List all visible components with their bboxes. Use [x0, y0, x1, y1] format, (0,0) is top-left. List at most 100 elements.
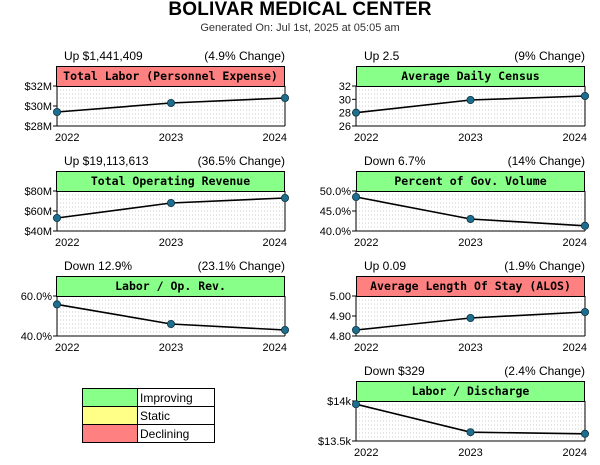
x-tick-label: 2022: [354, 342, 378, 354]
x-tick-label: 2024: [263, 342, 287, 354]
x-tick-label: 2022: [354, 132, 378, 144]
data-point: [166, 99, 175, 108]
chart-panel: Down 12.9% (23.1% Change) Labor / Op. Rev.…: [21, 259, 289, 354]
data-point: [466, 428, 475, 437]
change-text: Down $329: [364, 364, 425, 378]
percent-change-text: (9% Change): [514, 49, 585, 63]
chart-panel: Up 0.09 (1.9% Change) Average Length Of St…: [330, 259, 590, 354]
percent-change-text: (2.4% Change): [504, 364, 585, 378]
legend-label-declining: Declining: [137, 424, 215, 443]
x-tick-label: 2024: [563, 447, 587, 459]
chart-header-bar: [356, 66, 585, 87]
x-tick-label: 2023: [458, 342, 482, 354]
change-text: Up 2.5: [364, 49, 400, 63]
chart-header-bar: [356, 171, 585, 192]
y-tick-label: $13.5k: [318, 436, 352, 448]
data-point: [466, 214, 475, 223]
data-point: [581, 429, 590, 438]
y-tick-label: 4.80: [330, 331, 351, 343]
data-point: [351, 325, 360, 334]
data-point: [351, 192, 360, 201]
legend-item-static: Static: [82, 406, 215, 425]
chart-title: Total Labor (Personnel Expense): [63, 69, 278, 83]
chart-header-bar: [56, 276, 285, 297]
data-point: [280, 193, 289, 202]
x-tick-label: 2024: [263, 132, 287, 144]
data-point: [53, 108, 62, 117]
percent-change-text: (36.5% Change): [198, 154, 285, 168]
y-tick-label: $28M: [24, 121, 52, 133]
chart-title: Average Daily Census: [401, 69, 539, 83]
x-tick-label: 2022: [354, 237, 378, 249]
legend-label-static: Static: [137, 406, 215, 425]
x-tick-label: 2022: [55, 342, 79, 354]
x-tick-label: 2024: [263, 237, 287, 249]
data-point: [166, 198, 175, 207]
x-tick-label: 2023: [458, 132, 482, 144]
data-point: [166, 319, 175, 328]
y-tick-label: 30: [339, 94, 351, 106]
chart-panel: Down 6.7% (14% Change) Percent of Gov. Vol…: [320, 154, 590, 249]
chart-panel: Up $19,113,613 (36.5% Change) Total Operat…: [24, 154, 289, 249]
chart-panel: Up $1,441,409 (4.9% Change) Total Labor (P…: [24, 49, 289, 144]
x-tick-label: 2024: [563, 342, 587, 354]
data-point: [466, 313, 475, 322]
data-point: [466, 96, 475, 105]
status-legend: Improving Static Declining: [82, 388, 215, 443]
y-tick-label: 45.0%: [320, 206, 351, 218]
y-tick-label: $40M: [24, 226, 52, 238]
data-point: [581, 221, 590, 230]
data-point: [53, 213, 62, 222]
data-point: [280, 325, 289, 334]
chart-header-bar: [56, 66, 285, 87]
change-text: Up $19,113,613: [64, 154, 149, 168]
data-point: [351, 400, 360, 409]
y-tick-label: $30M: [24, 101, 52, 113]
x-tick-label: 2022: [55, 237, 79, 249]
data-point: [351, 108, 360, 117]
x-tick-label: 2023: [458, 447, 482, 459]
x-tick-label: 2023: [458, 237, 482, 249]
chart-header-bar: [356, 276, 585, 297]
legend-item-declining: Declining: [82, 424, 215, 443]
x-tick-label: 2024: [563, 237, 587, 249]
y-tick-label: $60M: [24, 206, 52, 218]
y-tick-label: $80M: [24, 186, 52, 198]
legend-item-improving: Improving: [82, 388, 215, 407]
y-tick-label: 28: [339, 108, 351, 120]
data-point: [581, 307, 590, 316]
y-tick-label: 5.00: [330, 291, 351, 303]
chart-header-bar: [356, 381, 585, 402]
x-tick-label: 2023: [159, 132, 183, 144]
y-tick-label: 40.0%: [21, 331, 52, 343]
data-point: [581, 92, 590, 101]
percent-change-text: (4.9% Change): [204, 49, 285, 63]
legend-swatch-improving: [82, 388, 138, 407]
chart-title: Percent of Gov. Volume: [394, 174, 546, 188]
y-tick-label: 40.0%: [320, 226, 351, 238]
y-tick-label: 4.90: [330, 311, 351, 323]
data-point: [53, 300, 62, 309]
change-text: Up $1,441,409: [64, 49, 143, 63]
chart-panel: Up 2.5 (9% Change)Average Daily Census262…: [339, 49, 590, 144]
y-tick-label: $14k: [327, 396, 351, 408]
y-tick-label: $32M: [24, 81, 52, 93]
chart-panel: Down $329 (2.4% Change) Labor / Discharge $…: [318, 364, 590, 459]
data-point: [280, 94, 289, 103]
x-tick-label: 2023: [159, 237, 183, 249]
x-tick-label: 2022: [354, 447, 378, 459]
percent-change-text: (23.1% Change): [198, 259, 285, 273]
percent-change-text: (14% Change): [508, 154, 585, 168]
y-tick-label: 32: [339, 81, 351, 93]
legend-swatch-static: [82, 406, 138, 425]
y-tick-label: 26: [339, 121, 351, 133]
y-tick-label: 50.0%: [320, 186, 351, 198]
report-title: BOLIVAR MEDICAL CENTER: [168, 0, 432, 20]
x-tick-label: 2023: [159, 342, 183, 354]
legend-swatch-declining: [82, 424, 138, 443]
y-tick-label: 60.0%: [21, 291, 52, 303]
x-tick-label: 2024: [563, 132, 587, 144]
chart-title: Labor / Op. Rev.: [115, 279, 226, 293]
change-text: Up 0.09: [364, 259, 406, 273]
